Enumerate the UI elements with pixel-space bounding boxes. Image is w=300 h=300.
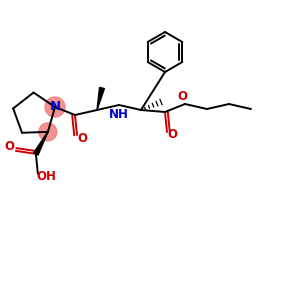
Text: O: O: [177, 89, 187, 103]
Text: O: O: [167, 128, 177, 142]
Circle shape: [45, 97, 65, 117]
Text: NH: NH: [109, 107, 129, 121]
Polygon shape: [97, 87, 104, 110]
Circle shape: [39, 123, 57, 141]
Polygon shape: [34, 132, 48, 155]
Text: OH: OH: [36, 170, 56, 183]
Text: O: O: [5, 140, 15, 153]
Text: N: N: [50, 100, 61, 113]
Text: O: O: [77, 131, 87, 145]
